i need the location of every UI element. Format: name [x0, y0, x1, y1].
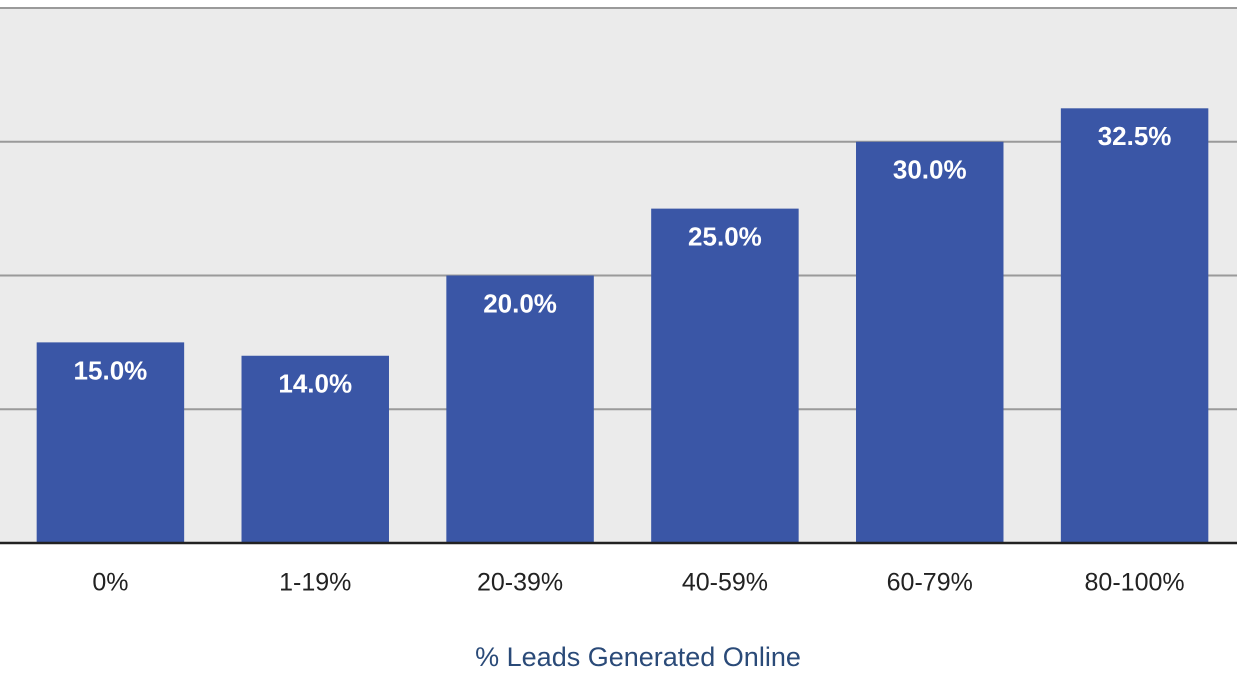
value-label: 32.5%: [1098, 121, 1172, 151]
bar: [446, 275, 594, 543]
bar: [36, 342, 185, 543]
value-label: 15.0%: [74, 355, 148, 385]
value-label: 20.0%: [483, 288, 557, 318]
x-tick-label: 20-39%: [477, 569, 563, 597]
x-axis-title: % Leads Generated Online: [475, 642, 801, 672]
bar: [856, 141, 1004, 543]
bar: [651, 208, 799, 543]
x-tick-label: 0%: [92, 569, 128, 597]
x-tick-label: 40-59%: [682, 569, 768, 597]
x-tick-label: 80-100%: [1085, 569, 1185, 597]
bar: [241, 355, 389, 543]
bar: [1060, 108, 1209, 543]
value-label: 14.0%: [278, 369, 352, 399]
value-label: 30.0%: [893, 155, 967, 185]
value-label: 25.0%: [688, 222, 762, 252]
x-tick-label: 60-79%: [887, 569, 973, 597]
x-tick-label: 1-19%: [279, 569, 351, 597]
